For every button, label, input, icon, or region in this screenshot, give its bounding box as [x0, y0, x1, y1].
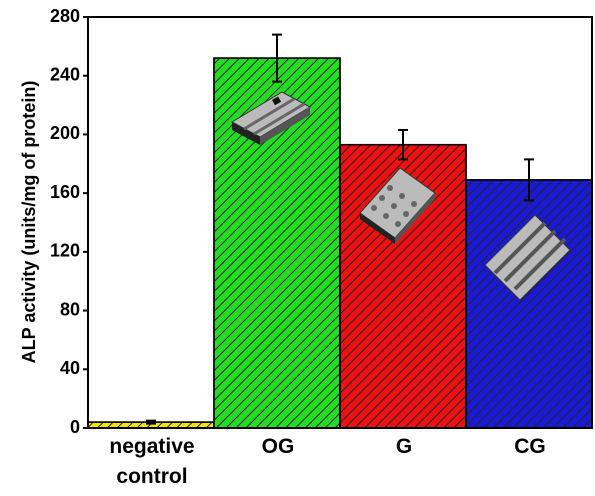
- y-tick-label: 240: [50, 64, 80, 84]
- y-tick-label: 200: [50, 123, 80, 143]
- y-tick-label: 280: [50, 6, 80, 26]
- x-tick-label: OG: [261, 435, 295, 458]
- y-tick-label: 80: [60, 299, 80, 319]
- icons: [230, 91, 571, 301]
- x-tick-label: G: [395, 435, 413, 458]
- y-tick-label: 160: [50, 182, 80, 202]
- y-axis-label: ALP activity (units/mg of protein): [19, 81, 39, 364]
- y-tick-label: 0: [70, 417, 80, 437]
- y-tick-label: 40: [60, 358, 80, 378]
- x-tick-label: CG: [514, 435, 546, 458]
- y-tick-label: 120: [50, 241, 80, 261]
- cg-scaffold-icon: [484, 214, 571, 301]
- bar-hatch: [465, 179, 593, 429]
- plot-frame: [87, 16, 593, 429]
- og-scaffold-icon: [230, 91, 312, 145]
- x-tick-label: negative control: [109, 435, 195, 488]
- g-scaffold-icon: [359, 167, 436, 244]
